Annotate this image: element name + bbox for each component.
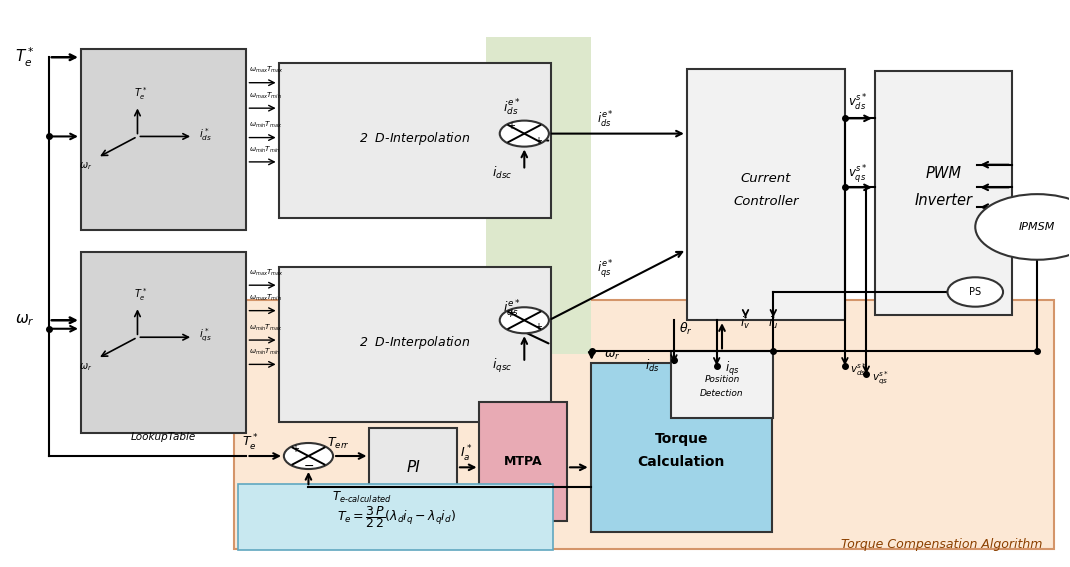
Text: $T_{err}$: $T_{err}$: [326, 435, 349, 451]
FancyBboxPatch shape: [486, 37, 591, 354]
Text: $i_v$: $i_v$: [740, 315, 751, 331]
Text: $\omega_r$: $\omega_r$: [79, 160, 92, 172]
Text: LookupTable: LookupTable: [131, 433, 196, 442]
Text: Calculation: Calculation: [638, 455, 725, 469]
Text: $\omega_{max}T_{max}$: $\omega_{max}T_{max}$: [248, 65, 284, 75]
Text: $\omega_{max}T_{min}$: $\omega_{max}T_{min}$: [248, 91, 281, 101]
FancyBboxPatch shape: [591, 363, 773, 532]
Text: $i^*_{qs}$: $i^*_{qs}$: [199, 326, 213, 344]
Text: $\omega_r$: $\omega_r$: [605, 349, 621, 362]
FancyBboxPatch shape: [687, 69, 845, 320]
Text: 2  $\mathit{D}$-Interpolation: 2 $\mathit{D}$-Interpolation: [358, 130, 470, 147]
Text: $T^*_e$: $T^*_e$: [242, 433, 258, 453]
Text: $i_{qsc}$: $i_{qsc}$: [492, 357, 513, 375]
Text: $T^*_e$: $T^*_e$: [15, 46, 34, 69]
FancyBboxPatch shape: [81, 49, 246, 230]
Text: PWM: PWM: [926, 166, 961, 181]
Text: $\omega_{min}T_{min}$: $\omega_{min}T_{min}$: [248, 347, 280, 357]
Text: $\omega_{max}T_{min}$: $\omega_{max}T_{min}$: [248, 293, 281, 303]
FancyBboxPatch shape: [81, 252, 246, 433]
Text: $\omega_{min}T_{min}$: $\omega_{min}T_{min}$: [248, 145, 280, 155]
Text: $-$: $-$: [303, 459, 314, 472]
FancyBboxPatch shape: [278, 63, 551, 218]
Text: $i^{e*}_{ds}$: $i^{e*}_{ds}$: [503, 98, 521, 119]
Text: +: +: [291, 444, 299, 454]
Text: PI: PI: [407, 460, 421, 475]
Text: $i^*_{ds}$: $i^*_{ds}$: [199, 126, 213, 142]
Text: $i_{qs}$: $i_{qs}$: [725, 361, 739, 379]
Circle shape: [500, 307, 549, 333]
Text: $T_e = \dfrac{3}{2}\dfrac{P}{2}(\lambda_d i_q - \lambda_q i_d)$: $T_e = \dfrac{3}{2}\dfrac{P}{2}(\lambda_…: [336, 504, 456, 530]
Text: Torque: Torque: [655, 432, 708, 446]
Text: Inverter: Inverter: [914, 193, 973, 208]
Text: +: +: [534, 136, 541, 146]
Text: $I^*_a$: $I^*_a$: [460, 445, 473, 464]
Text: $\theta_r$: $\theta_r$: [679, 321, 693, 337]
Text: +: +: [507, 308, 515, 318]
Text: +: +: [507, 121, 515, 132]
Text: $\omega_r$: $\omega_r$: [79, 361, 92, 373]
FancyBboxPatch shape: [233, 301, 1054, 549]
Text: Position: Position: [704, 375, 739, 384]
FancyBboxPatch shape: [671, 352, 774, 418]
Text: 2  $\mathit{D}$-Interpolation: 2 $\mathit{D}$-Interpolation: [358, 335, 470, 352]
Text: $v^{s*}_{ds}$: $v^{s*}_{ds}$: [851, 361, 868, 378]
FancyBboxPatch shape: [875, 71, 1011, 315]
Text: IPMSM: IPMSM: [1019, 222, 1055, 232]
Text: $\omega_{max}T_{max}$: $\omega_{max}T_{max}$: [248, 268, 284, 278]
Text: $i^{e*}_{qs}$: $i^{e*}_{qs}$: [503, 298, 521, 320]
Text: $i^{e*}_{ds}$: $i^{e*}_{ds}$: [597, 109, 614, 130]
Text: $\omega_{min}T_{max}$: $\omega_{min}T_{max}$: [248, 323, 281, 333]
Text: Torque Compensation Algorithm: Torque Compensation Algorithm: [841, 538, 1042, 551]
Circle shape: [500, 121, 549, 147]
Text: $v^{s*}_{ds}$: $v^{s*}_{ds}$: [849, 92, 868, 113]
Text: MTPA: MTPA: [504, 455, 542, 468]
Text: $i_{dsc}$: $i_{dsc}$: [492, 165, 513, 181]
FancyBboxPatch shape: [369, 428, 457, 507]
Text: $\omega_r$: $\omega_r$: [15, 312, 34, 328]
Text: Detection: Detection: [700, 390, 744, 398]
Text: $v^{s*}_{qs}$: $v^{s*}_{qs}$: [872, 369, 889, 387]
Text: $i_u$: $i_u$: [768, 315, 778, 331]
Text: Controller: Controller: [733, 195, 798, 208]
Text: $i_{ds}$: $i_{ds}$: [645, 357, 660, 374]
Text: $T_{e\text{-}calculated}$: $T_{e\text{-}calculated}$: [332, 490, 392, 505]
Text: $\omega_{min}T_{max}$: $\omega_{min}T_{max}$: [248, 120, 281, 130]
FancyBboxPatch shape: [278, 266, 551, 422]
Text: +: +: [534, 323, 541, 332]
FancyBboxPatch shape: [479, 402, 567, 521]
Text: $T^*_e$: $T^*_e$: [134, 86, 148, 102]
Circle shape: [947, 277, 1003, 307]
Text: $i^{e*}_{qs}$: $i^{e*}_{qs}$: [597, 259, 614, 280]
Text: PS: PS: [969, 287, 981, 297]
Circle shape: [975, 194, 1070, 260]
Circle shape: [284, 443, 333, 469]
Text: Current: Current: [740, 172, 791, 185]
Text: $v^{s*}_{qs}$: $v^{s*}_{qs}$: [849, 163, 868, 185]
FancyBboxPatch shape: [238, 484, 553, 551]
Text: $T^*_e$: $T^*_e$: [134, 286, 148, 303]
